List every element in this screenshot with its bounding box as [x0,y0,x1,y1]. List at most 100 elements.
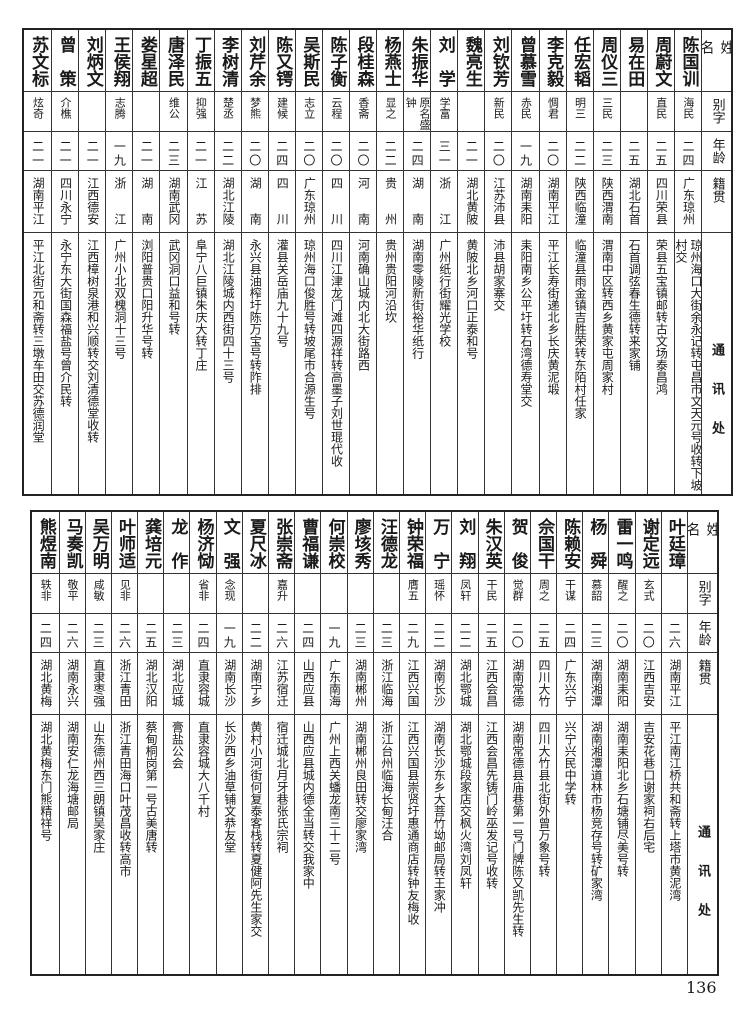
name-cell: 龚培元 [138,512,164,574]
age-cell: 二五 [530,614,557,654]
address-cell: 平江长寿街递北乡长庆黄泥塅 [540,233,566,494]
address-text: 广州上西关蟠龙南三十二号 [327,721,342,866]
origin-text: 湖 南 [248,177,263,226]
alias-text: 建候 [275,96,289,119]
header-age-label: 年龄 [695,619,711,646]
address-cell: 兴宁兴民中学转 [557,715,582,974]
address-text: 浏阳普贵口阳升华号转 [139,239,154,360]
header-origin-label: 籍贯 [709,177,725,204]
name-text: 魏亮生 [461,36,482,87]
table-row: 马奏凯 敬平 二六 湖南永兴 湖南安仁龙海塘邮局 [58,512,85,974]
origin-cell: 广东南海 [321,653,347,716]
age-text: 二一 [58,139,73,168]
address-text: 浙江青田海口叶茂昌收转高市 [117,721,132,878]
age-cell: 二三 [164,614,190,654]
origin-cell: 湖南常德 [504,653,530,716]
age-cell: 三一 [431,132,458,172]
origin-cell: 陕西渭南 [593,171,620,234]
alias-text: 梦熊 [248,96,262,119]
age-cell: 二三 [373,614,399,654]
header-cell-name: 姓名 [688,512,717,574]
name-text: 周蔚文 [651,36,672,87]
age-text: 二四 [562,621,577,650]
alias-text: 赤民 [519,96,533,119]
name-cell: 文 强 [216,512,242,574]
name-cell: 段桂森 [349,30,377,92]
origin-cell: 江苏宿迁 [269,653,295,716]
origin-text: 江西兴国 [406,659,421,708]
address-text: 黄村小河街何复泰客栈转夏健阿先生家交 [248,721,263,938]
page-number: 136 [686,978,717,997]
origin-text: 湖北黄陂 [464,177,479,226]
name-text: 王侯翔 [109,36,130,87]
alias-text: 干民 [484,578,498,601]
address-cell: 沛县胡家寨交 [485,233,511,494]
alias-text: 省非 [196,578,210,601]
header-cell-age: 年龄 [688,614,717,654]
address-cell: 江西兴国县崇贤圩惠通商店转钟友梅收 [400,715,425,974]
age-text: 二三 [599,139,614,168]
alias-cell: 觉群 [504,574,530,614]
age-text: 二〇 [545,139,560,168]
age-text: 二〇 [510,621,525,650]
alias-cell [661,574,687,614]
age-cell: 二一 [79,132,106,172]
age-cell: 二三 [85,614,111,654]
name-text: 吴万明 [88,518,109,569]
address-cell: 直隶容城大八千村 [190,715,215,974]
name-cell: 熊煜南 [32,512,59,574]
address-cell: 灌县关岳庙九十九号 [269,233,295,494]
name-text: 丁振五 [191,36,212,87]
table-row: 刘 学学富 三一浙 江广州纸行街耀光学校 [430,30,458,494]
table-row: 谢定远 玄式 二〇 江西吉安 吉安花巷口谢家祠右后宅 [634,512,661,974]
table-row: 雷一鸣 醒之 二〇 湖南耒阳 湖南耒阳北乡石塘铺尽美号转 [608,512,635,974]
name-text: 周仪三 [597,36,618,87]
origin-text: 江西吉安 [641,659,656,708]
address-text: 江西会昌先铸门岭巫发记号收转 [484,721,499,890]
address-text: 湖南长沙东乡大菩竹坳邮局转王家冲 [432,721,447,914]
address-text: 兴宁兴民中学转 [563,721,578,806]
alias-text: 楚丞 [221,96,235,119]
name-text: 汪德龙 [376,518,397,569]
table-row: 吴斯民 志立 二〇 广东琼州 琼州海口俊胜号转坡尾市合源生号 [294,30,322,494]
name-cell: 曾 策 [52,30,79,92]
name-text: 段桂森 [353,36,374,87]
address-text: 耒阳南乡公平圩转石湾德寿堂交 [518,239,533,408]
origin-text: 广东琼州 [681,177,696,226]
address-text: 蔡甸桐岗第一号古美唐转 [144,721,159,854]
origin-text: 湖北汉阳 [144,659,159,708]
age-text: 二〇 [615,621,630,650]
address-text: 平江长寿街递北乡长庆黄泥塅 [546,239,561,396]
age-text: 一九 [326,621,341,650]
name-text: 雷一鸣 [612,518,633,569]
name-cell: 朱振华 [404,30,431,92]
table-row: 娄星超 二一湖 南浏阳普贵口阳升华号转 [132,30,160,494]
age-cell: 二一 [24,132,52,172]
address-text: 灌县关岳庙九十九号 [275,239,290,348]
origin-cell: 广东琼州 [295,171,322,234]
table-row: 刘钦芳 新民 二〇 江苏沛县 沛县胡家寨交 [484,30,512,494]
age-cell: 二九 [399,614,426,654]
origin-cell: 浙 江 [431,171,458,234]
address-text: 湖北黄梅东门熊精祥号 [38,721,53,842]
origin-cell: 广东琼州 [674,171,701,234]
address-text: 广州纸行街耀光学校 [437,239,452,348]
alias-text: 周之 [537,578,551,601]
name-text: 何崇校 [324,518,345,569]
origin-text: 湖南长沙 [432,659,447,708]
age-cell: 二〇 [241,132,268,172]
address-cell: 阜宁八巨镇朱庆大转丁庄 [188,233,214,494]
name-cell: 叶师适 [111,512,138,574]
address-text: 宿迁城北月牙巷张氏宗祠 [275,721,290,854]
alias-cell: 显之 [377,92,404,132]
name-cell: 易在田 [620,30,647,92]
alias-cell [138,574,164,614]
name-text: 叶师适 [114,518,135,569]
age-text: 二五 [484,621,499,650]
alias-cell: 干谋 [557,574,583,614]
table-row: 廖垓秀 二三 湖南郴州 湖南郴州良田转交廖家湾 [346,512,373,974]
alias-cell: 志腾 [106,92,133,132]
alias-cell: 建候 [268,92,295,132]
age-text: 二一 [464,139,479,168]
origin-cell: 湖南长沙 [216,653,242,716]
